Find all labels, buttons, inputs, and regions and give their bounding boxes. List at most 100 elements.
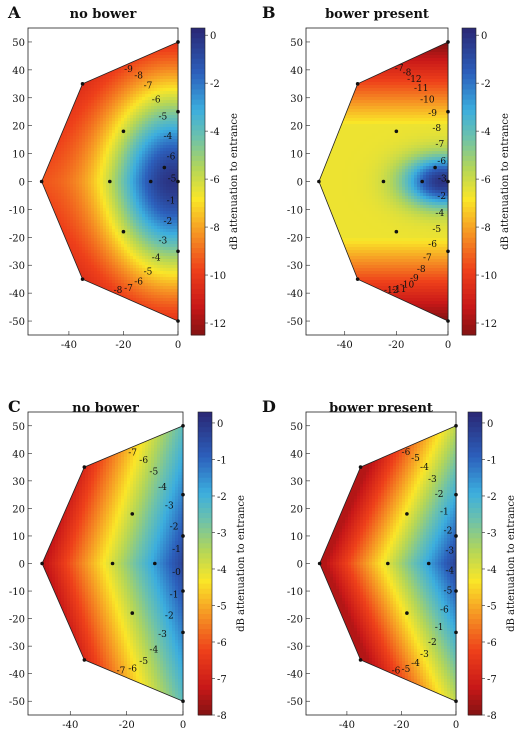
y-tick-label: -10 — [287, 205, 303, 216]
contour-label: -6 — [167, 153, 176, 163]
contour-label: -10 — [420, 96, 435, 106]
contour-label: -3 — [438, 175, 447, 185]
contour-label: -6 — [428, 240, 437, 250]
x-tick-label: 0 — [445, 340, 451, 351]
sample-point — [121, 229, 126, 234]
sample-point — [110, 561, 115, 566]
colorbar-tick-label: 0 — [217, 419, 223, 430]
y-tick-label: -20 — [9, 615, 25, 626]
contour-label: -5 — [144, 267, 153, 277]
contour-label: -4 — [411, 659, 420, 669]
contour-label: -8 — [134, 71, 143, 81]
colorbar: 0 -1 -2 -3 -4 -5 -6 -7 -8 dB attenuation to entra… — [467, 411, 517, 722]
sample-point — [176, 319, 180, 323]
contour-label: -1 — [167, 196, 176, 206]
contour-label: -5 — [432, 225, 441, 235]
y-tick-label: 10 — [290, 150, 303, 161]
contour-label: -9 — [410, 274, 419, 284]
x-tick-label: -40 — [337, 340, 353, 351]
panel-title: no bower — [70, 7, 137, 22]
boundary — [319, 425, 457, 702]
contour-label: -2 — [165, 612, 174, 622]
x-tick-label: -40 — [61, 340, 77, 351]
sample-point — [39, 179, 44, 184]
sample-point — [446, 109, 450, 114]
y-tick-label: -50 — [287, 697, 303, 708]
colorbar-tick-label: -2 — [487, 492, 497, 503]
y-tick-label: -10 — [9, 587, 25, 598]
contour-label: -6 — [128, 664, 137, 674]
colorbar-tick-label: -12 — [210, 319, 226, 330]
contour-label: -12 — [384, 286, 399, 296]
sample-point — [454, 589, 458, 593]
contour-label: -3 — [159, 237, 168, 247]
y-tick-label: -20 — [9, 233, 25, 244]
sample-point — [454, 699, 458, 704]
colorbar-tick-label: 0 — [487, 419, 493, 430]
colorbar-tick-label: -6 — [217, 638, 227, 649]
sample-point — [80, 82, 85, 86]
contour-label: -6 — [440, 606, 449, 616]
sample-point — [446, 40, 450, 44]
colorbar-tick-label: -2 — [210, 79, 220, 90]
contour-label: -6 — [139, 456, 148, 466]
y-tick-label: 10 — [12, 150, 25, 161]
contour-labels: -7 -6-5-4-3-2-1-0-1-2-3-4-5-6-7 — [117, 449, 182, 677]
contour-label: -2 — [163, 217, 172, 227]
colorbar-tick-label: -8 — [217, 711, 227, 722]
y-tick-label: -40 — [287, 289, 303, 300]
boundary — [41, 425, 184, 702]
sample-point — [176, 249, 180, 254]
y-tick-label: -50 — [287, 317, 303, 328]
contour-label: -11 — [414, 84, 429, 94]
contour-label: -5 — [168, 175, 177, 185]
colorbar-tick-label: -2 — [217, 492, 227, 503]
contour-label: -4 — [158, 483, 167, 493]
colorbar: 0 -2 -4 -6 -8 -10 -12 dB attenuation to entranc… — [461, 27, 511, 336]
contour-label: -1 — [170, 591, 179, 601]
colorbar: 0 -2 -4 -6 -8 -10 -12 dB attenuation to entranc… — [190, 27, 240, 336]
contour-label: -7 — [435, 140, 444, 150]
colorbar-tick-label: -7 — [487, 674, 497, 685]
sample-point — [433, 165, 437, 170]
contour-label: -8 — [432, 124, 441, 134]
colorbar-label: dB attenuation to entrance — [229, 113, 240, 250]
colorbar-tick-label: -6 — [481, 175, 491, 186]
sample-point — [358, 465, 363, 469]
sample-point — [358, 658, 363, 662]
y-tick-label: -10 — [9, 205, 25, 216]
colorbar-tick-label: -4 — [217, 565, 227, 576]
sample-point — [446, 249, 450, 254]
colorbar-tick-label: -3 — [217, 528, 227, 539]
sample-point — [454, 630, 458, 635]
contour-label: -6 — [392, 667, 401, 677]
colorbar-tick-label: -6 — [487, 638, 497, 649]
contour-label: -9 — [124, 65, 133, 75]
sample-point — [176, 109, 180, 114]
sample-point — [82, 658, 87, 662]
sample-point — [355, 82, 360, 86]
panel-letter: D — [262, 397, 276, 416]
panel-letter: C — [8, 397, 21, 416]
sample-point — [80, 277, 85, 281]
sample-point — [121, 129, 126, 134]
y-tick-label: -10 — [287, 587, 303, 598]
y-tick-label: -30 — [287, 261, 303, 272]
contour-label: -9 — [428, 109, 437, 119]
sample-point — [181, 630, 185, 635]
contour-label: -4 — [163, 132, 172, 142]
contour-label: -10 — [400, 281, 415, 291]
contour-label: -7 — [423, 253, 432, 263]
contour-label: -3 — [428, 475, 437, 485]
y-tick-label: 50 — [290, 422, 303, 433]
y-tick-label: 40 — [290, 66, 303, 77]
sample-point — [386, 561, 390, 566]
sample-point — [405, 512, 409, 516]
contour-label: -5 — [402, 665, 411, 675]
sample-point — [181, 423, 185, 428]
x-tick-label: 0 — [175, 340, 181, 351]
sample-point — [446, 319, 450, 323]
contour-label: -7 — [117, 667, 126, 677]
